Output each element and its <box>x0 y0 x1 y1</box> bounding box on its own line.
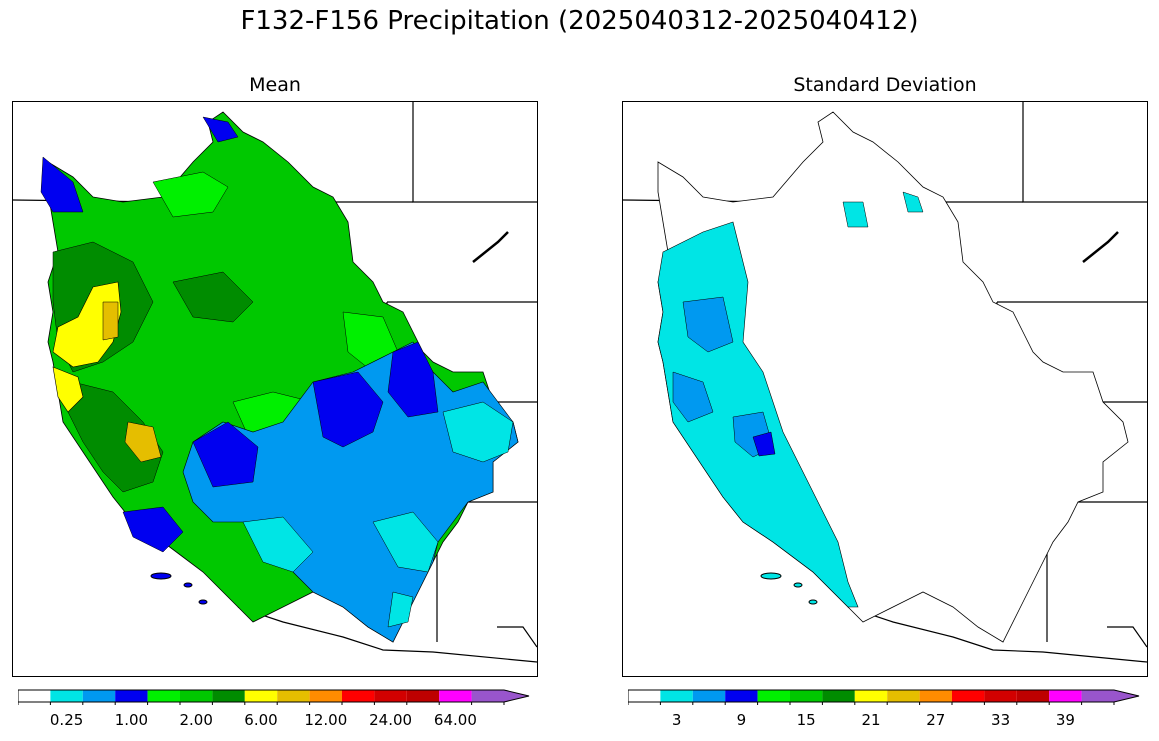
mean-colorbar-swatch <box>471 690 529 702</box>
mean-colorbar-tick-label: 12.00 <box>304 711 348 729</box>
std-colorbar-swatch <box>1081 690 1139 702</box>
std-colorbar-tick-label: 27 <box>926 711 946 729</box>
mean-colorbar-swatch <box>180 690 213 702</box>
std-colorbar <box>628 689 1140 705</box>
mean-colorbar-swatch <box>309 690 342 702</box>
std-colorbar-swatch <box>822 690 855 702</box>
std-colorbar-swatch <box>1049 690 1082 702</box>
mean-colorbar-swatch <box>374 690 407 702</box>
mean-colorbar-swatch <box>406 690 440 702</box>
std-colorbar-swatch <box>790 690 823 702</box>
std-map <box>622 101 1148 677</box>
std-colorbar-swatch <box>919 690 952 702</box>
std-colorbar-swatch <box>854 690 888 702</box>
mean-colorbar <box>18 689 530 705</box>
std-colorbar-swatch <box>628 690 661 702</box>
std-colorbar-swatch <box>660 690 693 702</box>
std-colorbar-swatch <box>692 690 726 702</box>
figure-title: F132-F156 Precipitation (2025040312-2025… <box>240 6 919 36</box>
mean-colorbar-swatch <box>147 690 180 702</box>
mean-colorbar-tick-label: 64.00 <box>433 711 477 729</box>
std-colorbar-swatch <box>1016 690 1050 702</box>
std-colorbar-tick-label: 33 <box>991 711 1011 729</box>
std-colorbar-tick-label: 15 <box>796 711 816 729</box>
std-colorbar-swatch <box>757 690 790 702</box>
mean-panel-title: Mean <box>249 74 301 96</box>
mean-colorbar-swatch <box>342 690 375 702</box>
std-colorbar-tick-label: 39 <box>1055 711 1075 729</box>
std-panel-title: Standard Deviation <box>793 74 977 96</box>
std-colorbar-swatch <box>952 690 985 702</box>
mean-colorbar-swatch <box>277 690 310 702</box>
std-colorbar-swatch <box>725 690 758 702</box>
mean-colorbar-swatch <box>212 690 245 702</box>
std-colorbar-swatch <box>984 690 1017 702</box>
mean-colorbar-swatch <box>50 690 83 702</box>
std-colorbar-tick-label: 3 <box>671 711 682 729</box>
mean-colorbar-swatch <box>82 690 116 702</box>
mean-colorbar-tick-label: 2.00 <box>179 711 213 729</box>
mean-colorbar-swatch <box>18 690 51 702</box>
std-colorbar-tick-label: 21 <box>861 711 881 729</box>
mean-colorbar-tick-label: 6.00 <box>244 711 278 729</box>
mean-colorbar-swatch <box>439 690 472 702</box>
mean-colorbar-tick-label: 24.00 <box>369 711 413 729</box>
mean-colorbar-tick-label: 1.00 <box>114 711 149 729</box>
std-colorbar-swatch <box>887 690 920 702</box>
mean-colorbar-tick-label: 0.25 <box>49 711 84 729</box>
mean-colorbar-swatch <box>115 690 148 702</box>
mean-map <box>12 101 538 677</box>
std-colorbar-tick-label: 9 <box>736 711 747 729</box>
mean-colorbar-swatch <box>244 690 278 702</box>
